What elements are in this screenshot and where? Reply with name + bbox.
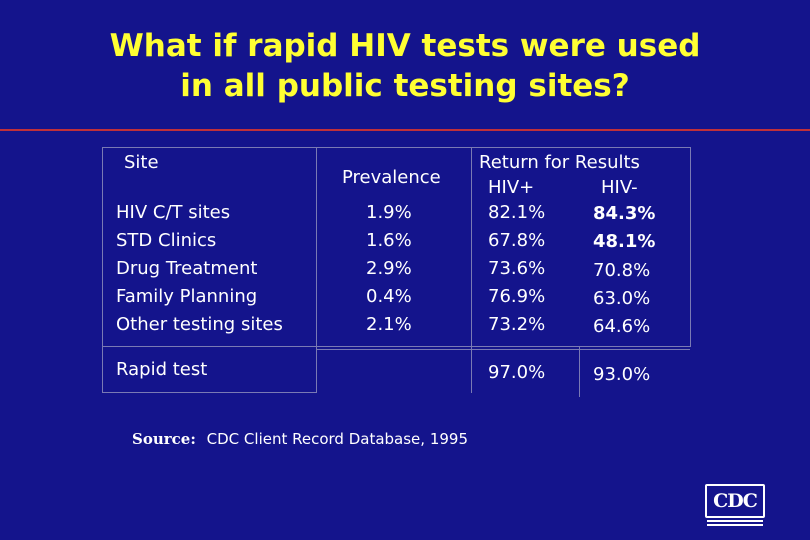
row-4-site: Family Planning <box>116 286 258 307</box>
slide-title: What if rapid HIV tests were used in all… <box>0 26 810 106</box>
table-border-top <box>102 147 690 148</box>
row-1-hiv-negative: 84.3% <box>593 203 656 224</box>
cdc-logo: CDC <box>705 484 765 526</box>
row-3-hiv-positive: 73.6% <box>488 258 546 279</box>
table-divider-site <box>316 147 317 393</box>
source-citation: Source: CDC Client Record Database, 1995 <box>132 430 468 448</box>
source-label: Source: <box>132 430 196 448</box>
row-5-hiv-negative: 64.6% <box>593 316 651 337</box>
row-5-hiv-positive: 73.2% <box>488 314 546 335</box>
header-hiv-positive: HIV+ <box>488 177 535 198</box>
rapid-test-hiv-positive: 97.0% <box>488 362 546 383</box>
row-2-site: STD Clinics <box>116 230 217 251</box>
row-5-site: Other testing sites <box>116 314 283 335</box>
table-divider-hiv <box>579 347 580 397</box>
row-4-hiv-negative: 63.0% <box>593 288 651 309</box>
source-text: CDC Client Record Database, 1995 <box>206 430 468 448</box>
header-hiv-negative: HIV- <box>601 177 638 198</box>
row-3-hiv-negative: 70.8% <box>593 260 651 281</box>
table-border-left <box>102 147 103 393</box>
row-4-hiv-positive: 76.9% <box>488 286 546 307</box>
table-divider-rapid <box>102 346 690 347</box>
cdc-logo-mark: CDC <box>705 484 765 518</box>
row-3-site: Drug Treatment <box>116 258 258 279</box>
header-return-for-results: Return for Results <box>479 152 640 173</box>
table-border-bottom <box>102 392 316 393</box>
table-divider-rapid-2 <box>316 349 690 350</box>
title-line-2: in all public testing sites? <box>180 68 630 104</box>
results-table: Site Prevalence Return for Results HIV+ … <box>102 147 691 397</box>
cdc-logo-rule-1 <box>707 520 763 522</box>
header-prevalence: Prevalence <box>342 167 441 188</box>
rapid-test-label: Rapid test <box>116 359 208 380</box>
row-2-prevalence: 1.6% <box>366 230 412 251</box>
table-divider-prevalence <box>471 147 472 393</box>
row-3-prevalence: 2.9% <box>366 258 412 279</box>
row-2-hiv-positive: 67.8% <box>488 230 546 251</box>
title-line-1: What if rapid HIV tests were used <box>109 28 701 64</box>
row-5-prevalence: 2.1% <box>366 314 412 335</box>
row-1-prevalence: 1.9% <box>366 202 412 223</box>
rapid-test-hiv-negative: 93.0% <box>593 364 651 385</box>
row-4-prevalence: 0.4% <box>366 286 412 307</box>
row-2-hiv-negative: 48.1% <box>593 231 656 252</box>
cdc-logo-rule-2 <box>707 524 763 526</box>
header-site: Site <box>124 152 159 173</box>
row-1-hiv-positive: 82.1% <box>488 202 546 223</box>
title-divider <box>0 129 810 131</box>
row-1-site: HIV C/T sites <box>116 202 231 223</box>
table-border-right <box>690 147 691 347</box>
